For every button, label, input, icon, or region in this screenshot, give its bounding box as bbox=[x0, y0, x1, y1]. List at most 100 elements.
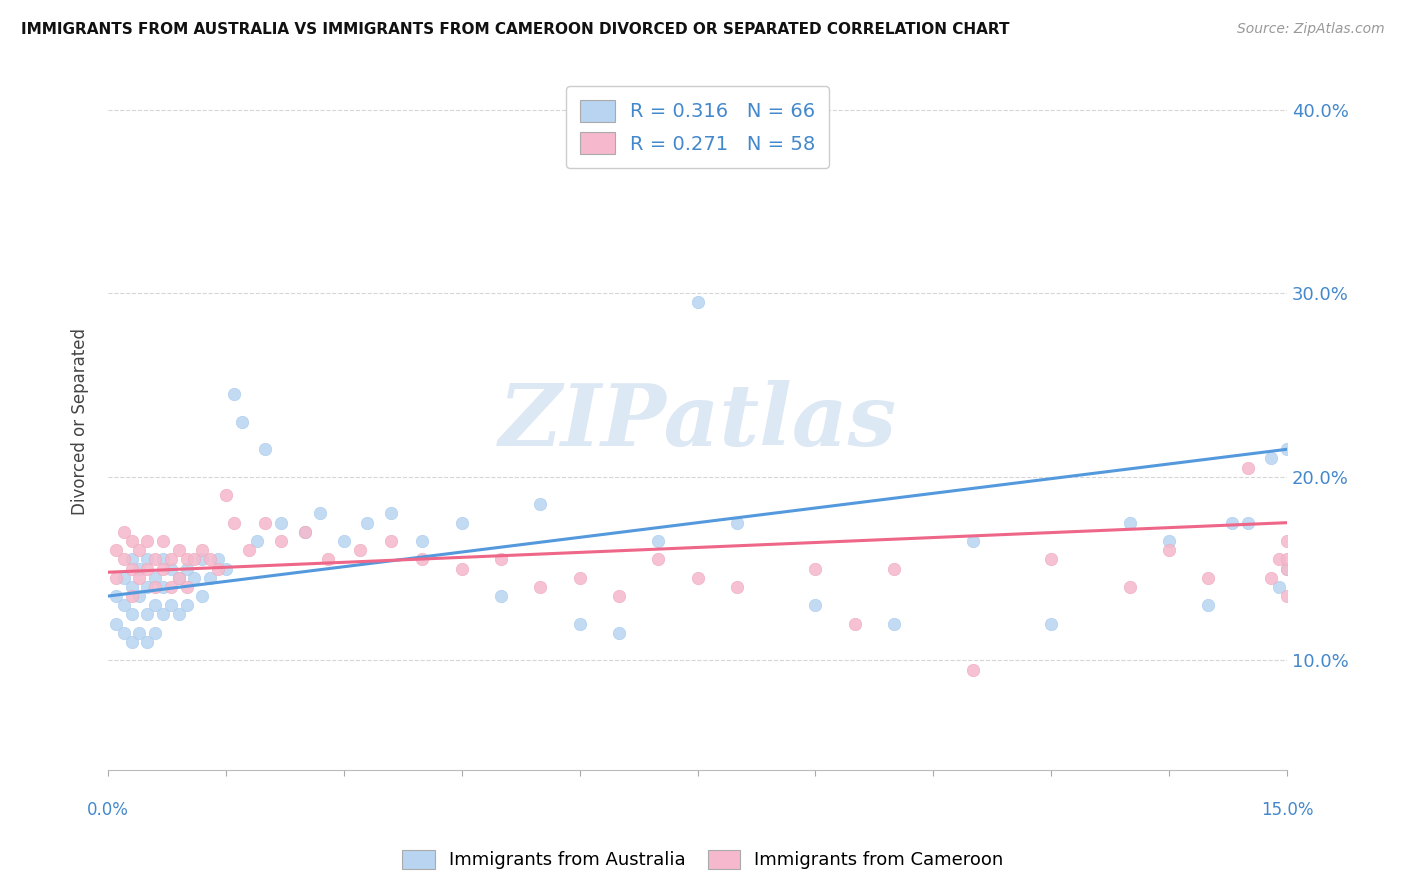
Point bbox=[121, 589, 143, 603]
Point bbox=[167, 571, 190, 585]
Point bbox=[143, 625, 166, 640]
Point bbox=[1040, 616, 1063, 631]
Point bbox=[1275, 442, 1298, 457]
Point bbox=[152, 552, 174, 566]
Point bbox=[191, 552, 214, 566]
Point bbox=[1159, 543, 1181, 558]
Point bbox=[121, 534, 143, 549]
Text: Source: ZipAtlas.com: Source: ZipAtlas.com bbox=[1237, 22, 1385, 37]
Point bbox=[1236, 516, 1258, 530]
Point bbox=[104, 616, 127, 631]
Point bbox=[1268, 552, 1291, 566]
Point bbox=[1220, 516, 1243, 530]
Point bbox=[333, 534, 356, 549]
Point bbox=[1275, 589, 1298, 603]
Point bbox=[176, 561, 198, 575]
Point bbox=[231, 415, 253, 429]
Point bbox=[962, 534, 984, 549]
Point bbox=[121, 635, 143, 649]
Point bbox=[238, 543, 260, 558]
Point bbox=[294, 524, 316, 539]
Point bbox=[104, 571, 127, 585]
Point bbox=[104, 543, 127, 558]
Point bbox=[270, 516, 292, 530]
Point bbox=[167, 571, 190, 585]
Point bbox=[962, 663, 984, 677]
Point bbox=[568, 571, 591, 585]
Point bbox=[1275, 534, 1298, 549]
Point bbox=[1119, 516, 1142, 530]
Point bbox=[160, 561, 183, 575]
Point bbox=[207, 561, 229, 575]
Point bbox=[136, 607, 159, 622]
Point bbox=[686, 571, 709, 585]
Point bbox=[725, 580, 748, 594]
Point bbox=[136, 534, 159, 549]
Point bbox=[725, 516, 748, 530]
Point bbox=[160, 552, 183, 566]
Point bbox=[607, 625, 630, 640]
Point bbox=[143, 599, 166, 613]
Point bbox=[607, 589, 630, 603]
Text: 0.0%: 0.0% bbox=[87, 801, 129, 819]
Point bbox=[254, 442, 277, 457]
Point bbox=[136, 552, 159, 566]
Point bbox=[529, 497, 551, 511]
Point bbox=[215, 561, 238, 575]
Point bbox=[136, 580, 159, 594]
Point bbox=[128, 561, 150, 575]
Text: 15.0%: 15.0% bbox=[1261, 801, 1313, 819]
Legend: Immigrants from Australia, Immigrants from Cameroon: Immigrants from Australia, Immigrants fr… bbox=[394, 841, 1012, 879]
Point bbox=[191, 589, 214, 603]
Point bbox=[1198, 599, 1220, 613]
Y-axis label: Divorced or Separated: Divorced or Separated bbox=[72, 328, 89, 516]
Text: IMMIGRANTS FROM AUSTRALIA VS IMMIGRANTS FROM CAMEROON DIVORCED OR SEPARATED CORR: IMMIGRANTS FROM AUSTRALIA VS IMMIGRANTS … bbox=[21, 22, 1010, 37]
Point bbox=[356, 516, 378, 530]
Point bbox=[411, 534, 433, 549]
Point bbox=[686, 295, 709, 310]
Point bbox=[136, 635, 159, 649]
Point bbox=[128, 625, 150, 640]
Point bbox=[191, 543, 214, 558]
Point bbox=[883, 616, 905, 631]
Point bbox=[270, 534, 292, 549]
Point bbox=[128, 571, 150, 585]
Point bbox=[222, 516, 245, 530]
Point bbox=[1275, 561, 1298, 575]
Point bbox=[254, 516, 277, 530]
Point bbox=[222, 387, 245, 401]
Point bbox=[294, 524, 316, 539]
Point bbox=[152, 607, 174, 622]
Point bbox=[411, 552, 433, 566]
Point bbox=[1198, 571, 1220, 585]
Point bbox=[215, 488, 238, 502]
Point bbox=[568, 616, 591, 631]
Point bbox=[1260, 451, 1282, 466]
Point bbox=[176, 599, 198, 613]
Point bbox=[121, 552, 143, 566]
Point bbox=[207, 552, 229, 566]
Point bbox=[128, 589, 150, 603]
Point bbox=[112, 571, 135, 585]
Point bbox=[1159, 534, 1181, 549]
Legend: R = 0.316   N = 66, R = 0.271   N = 58: R = 0.316 N = 66, R = 0.271 N = 58 bbox=[567, 87, 830, 168]
Point bbox=[804, 599, 827, 613]
Point bbox=[143, 571, 166, 585]
Point bbox=[112, 552, 135, 566]
Point bbox=[380, 507, 402, 521]
Point bbox=[450, 516, 472, 530]
Point bbox=[112, 599, 135, 613]
Point bbox=[176, 580, 198, 594]
Point bbox=[309, 507, 332, 521]
Point bbox=[1236, 460, 1258, 475]
Point bbox=[647, 552, 669, 566]
Point bbox=[380, 534, 402, 549]
Point bbox=[489, 552, 512, 566]
Point bbox=[450, 561, 472, 575]
Point bbox=[183, 552, 205, 566]
Point bbox=[128, 543, 150, 558]
Point bbox=[883, 561, 905, 575]
Text: ZIPatlas: ZIPatlas bbox=[499, 380, 897, 464]
Point bbox=[176, 552, 198, 566]
Point bbox=[121, 561, 143, 575]
